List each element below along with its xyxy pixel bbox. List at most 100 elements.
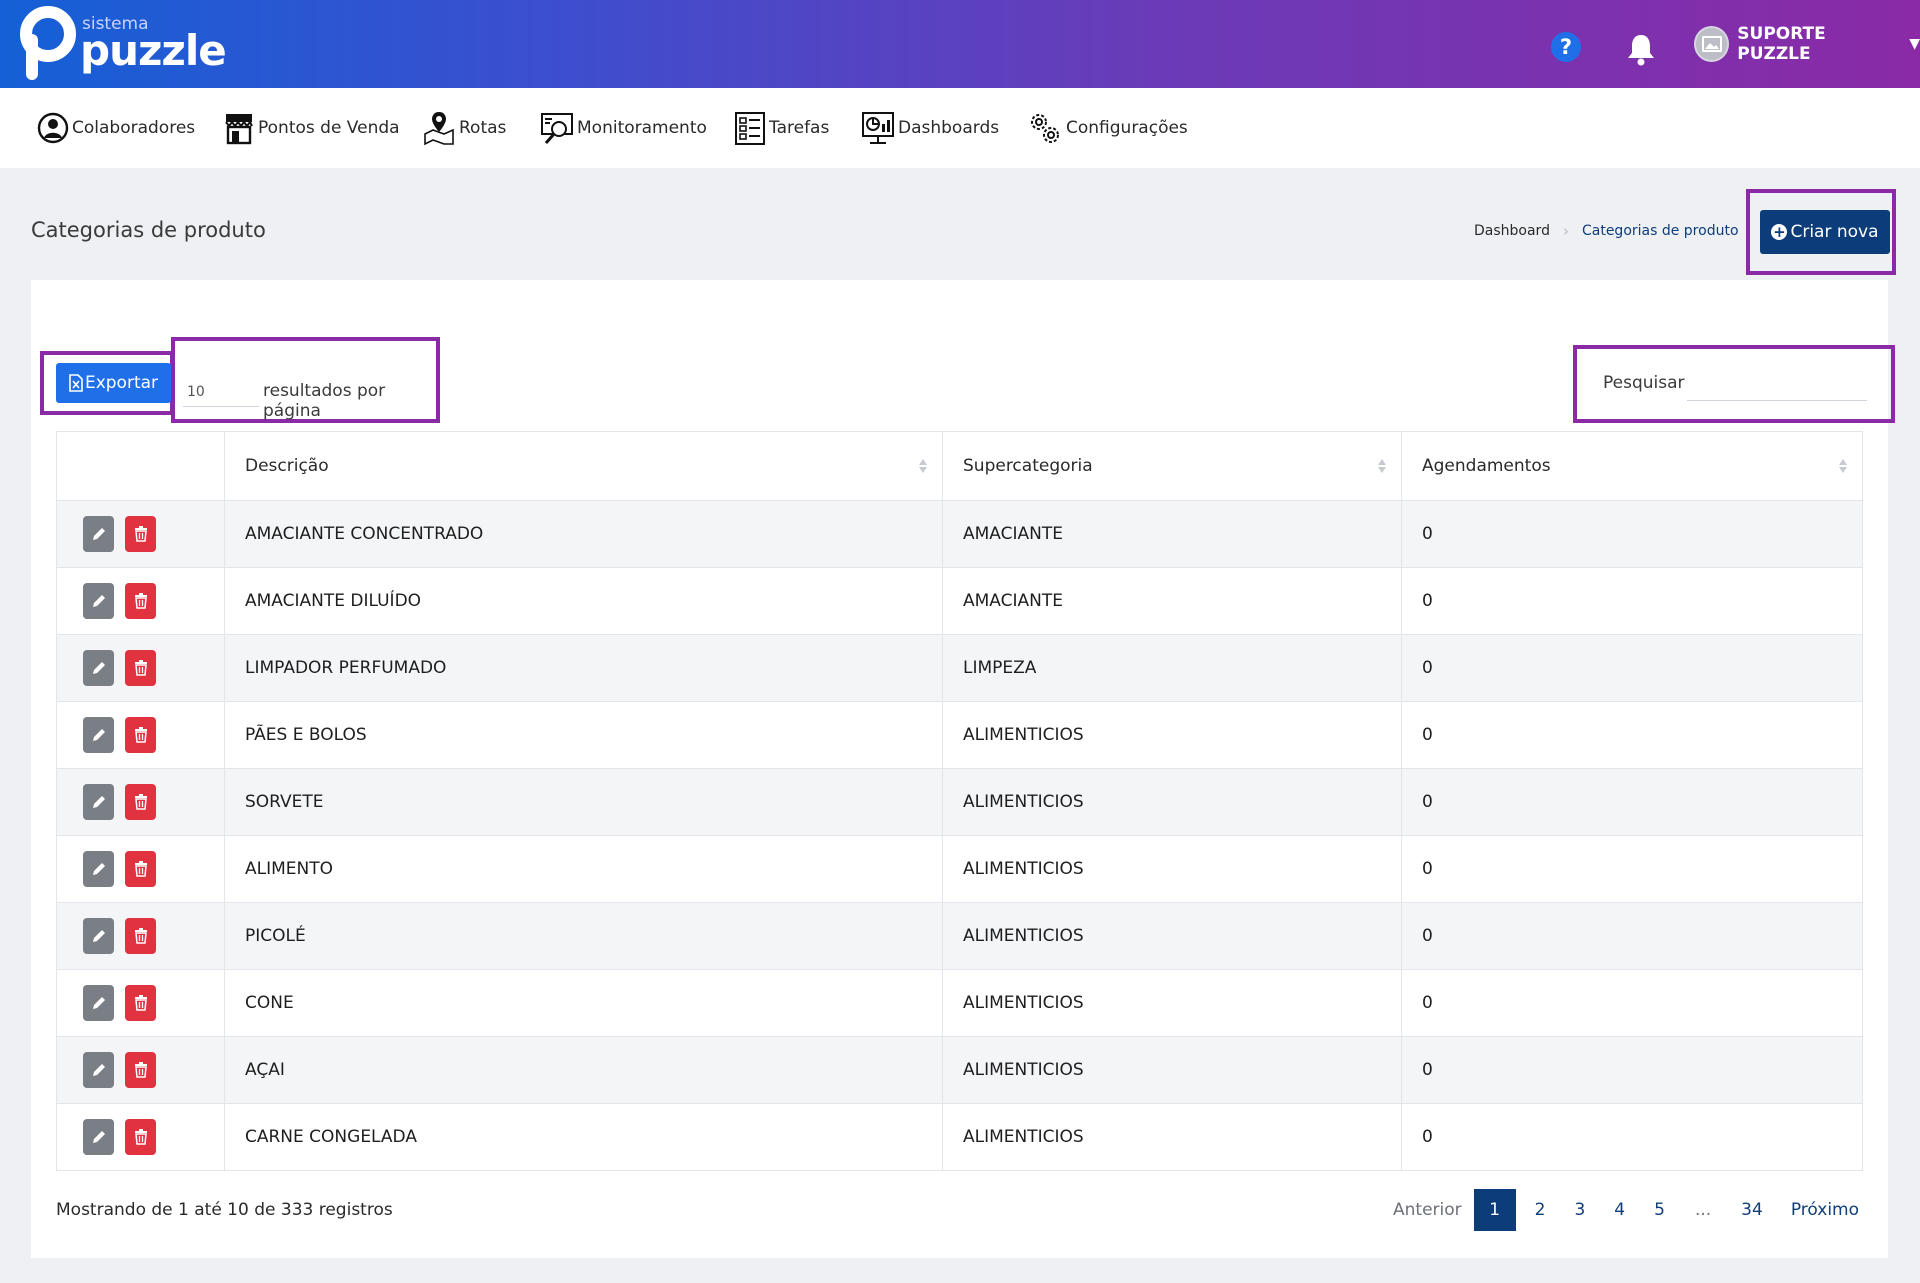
delete-button[interactable] <box>125 1119 156 1155</box>
cell-descricao: CONE <box>224 969 943 1037</box>
highlight-frame: Exportar <box>40 351 174 415</box>
edit-button[interactable] <box>83 650 114 686</box>
pagination-page-2[interactable]: 2 <box>1534 1200 1546 1220</box>
table-row: CARNE CONGELADA ALIMENTICIOS 0 <box>56 1103 1863 1171</box>
cell-descricao: CARNE CONGELADA <box>224 1103 943 1171</box>
edit-button[interactable] <box>83 1052 114 1088</box>
cell-descricao: LIMPADOR PERFUMADO <box>224 634 943 702</box>
highlight-frame: + Criar nova <box>1746 189 1896 275</box>
cell-descricao: AMACIANTE DILUÍDO <box>224 567 943 635</box>
row-actions <box>56 1036 225 1104</box>
user-circle-icon <box>37 112 69 144</box>
delete-button[interactable] <box>125 918 156 954</box>
pagination-page-4[interactable]: 4 <box>1614 1200 1626 1220</box>
edit-button[interactable] <box>83 717 114 753</box>
table-header-row: Descrição Supercategoria Agendamentos <box>56 431 1863 501</box>
column-header-agendamentos[interactable]: Agendamentos <box>1401 431 1863 501</box>
nav-item-monitoramento[interactable]: Monitoramento <box>540 110 707 146</box>
create-new-button[interactable]: + Criar nova <box>1760 210 1890 254</box>
edit-button[interactable] <box>83 516 114 552</box>
export-label: Exportar <box>84 373 159 393</box>
cell-supercategoria: ALIMENTICIOS <box>942 1036 1402 1104</box>
delete-button[interactable] <box>125 583 156 619</box>
delete-button[interactable] <box>125 650 156 686</box>
cell-agendamentos: 0 <box>1401 500 1863 568</box>
search-label: Pesquisar <box>1603 373 1685 393</box>
search-input[interactable] <box>1687 367 1867 401</box>
nav-label: Colaboradores <box>72 118 196 138</box>
row-actions <box>56 1103 225 1171</box>
edit-button[interactable] <box>83 985 114 1021</box>
cell-supercategoria: LIMPEZA <box>942 634 1402 702</box>
nav-item-dashboards[interactable]: Dashboards <box>861 110 999 146</box>
table-row: ALIMENTO ALIMENTICIOS 0 <box>56 835 1863 903</box>
row-actions <box>56 835 225 903</box>
categories-table: Descrição Supercategoria Agendamentos AM… <box>56 431 1863 1171</box>
highlight-frame: resultados por página <box>171 337 440 423</box>
edit-button[interactable] <box>83 1119 114 1155</box>
nav-item-rotas[interactable]: Rotas <box>422 110 506 146</box>
logo[interactable]: sistema puzzle <box>14 4 244 84</box>
per-page-input[interactable] <box>183 377 259 407</box>
cell-agendamentos: 0 <box>1401 701 1863 769</box>
chevron-down-icon: ▼ <box>1909 36 1920 52</box>
trash-icon <box>134 995 147 1011</box>
nav-item-configuracoes[interactable]: Configurações <box>1027 110 1188 146</box>
pencil-icon <box>92 863 105 875</box>
row-actions <box>56 768 225 836</box>
cell-descricao: SORVETE <box>224 768 943 836</box>
export-button[interactable]: Exportar <box>56 363 171 403</box>
edit-button[interactable] <box>83 784 114 820</box>
column-header-supercategoria[interactable]: Supercategoria <box>942 431 1402 501</box>
delete-button[interactable] <box>125 851 156 887</box>
column-header-actions <box>56 431 225 501</box>
cell-supercategoria: ALIMENTICIOS <box>942 1103 1402 1171</box>
table-row: PICOLÉ ALIMENTICIOS 0 <box>56 902 1863 970</box>
pencil-icon <box>92 930 105 942</box>
notification-bell-icon[interactable] <box>1625 32 1657 66</box>
delete-button[interactable] <box>125 985 156 1021</box>
pencil-icon <box>92 729 105 741</box>
cell-agendamentos: 0 <box>1401 902 1863 970</box>
pagination-page-34[interactable]: 34 <box>1741 1200 1763 1220</box>
delete-button[interactable] <box>125 516 156 552</box>
table-row: AMACIANTE CONCENTRADO AMACIANTE 0 <box>56 500 1863 568</box>
cell-supercategoria: ALIMENTICIOS <box>942 701 1402 769</box>
pagination-previous[interactable]: Anterior <box>1393 1200 1462 1220</box>
user-menu[interactable]: SUPORTE PUZZLE ▼ <box>1694 24 1920 64</box>
pagination-page-3[interactable]: 3 <box>1574 1200 1586 1220</box>
pagination-page-1[interactable]: 1 <box>1473 1189 1516 1231</box>
delete-button[interactable] <box>125 717 156 753</box>
pencil-icon <box>92 1131 105 1143</box>
create-new-label: Criar nova <box>1790 222 1879 242</box>
pagination-next[interactable]: Próximo <box>1790 1200 1860 1220</box>
edit-button[interactable] <box>83 918 114 954</box>
nav-label: Configurações <box>1066 118 1188 138</box>
help-icon[interactable]: ? <box>1551 32 1581 62</box>
sort-icon <box>919 459 927 473</box>
delete-button[interactable] <box>125 1052 156 1088</box>
cell-agendamentos: 0 <box>1401 969 1863 1037</box>
column-header-label: Agendamentos <box>1422 456 1551 476</box>
edit-button[interactable] <box>83 583 114 619</box>
pagination-page-5[interactable]: 5 <box>1654 1200 1665 1220</box>
nav-item-tarefas[interactable]: Tarefas <box>734 110 829 146</box>
nav-item-pontos-de-venda[interactable]: Pontos de Venda <box>223 110 400 146</box>
table-row: SORVETE ALIMENTICIOS 0 <box>56 768 1863 836</box>
trash-icon <box>134 1129 147 1145</box>
nav-item-colaboradores[interactable]: Colaboradores <box>37 110 195 146</box>
cell-descricao: ALIMENTO <box>224 835 943 903</box>
pencil-icon <box>92 528 105 540</box>
column-header-descricao[interactable]: Descrição <box>224 431 943 501</box>
nav-label: Pontos de Venda <box>258 118 400 138</box>
chevron-right-icon: › <box>1562 222 1569 240</box>
delete-button[interactable] <box>125 784 156 820</box>
breadcrumb-dashboard[interactable]: Dashboard <box>1474 223 1550 239</box>
cell-supercategoria: ALIMENTICIOS <box>942 768 1402 836</box>
cell-descricao: AÇAI <box>224 1036 943 1104</box>
dashboard-icon <box>862 112 894 144</box>
edit-button[interactable] <box>83 851 114 887</box>
pencil-icon <box>92 595 105 607</box>
table-row: AMACIANTE DILUÍDO AMACIANTE 0 <box>56 567 1863 635</box>
sort-icon <box>1839 459 1847 473</box>
